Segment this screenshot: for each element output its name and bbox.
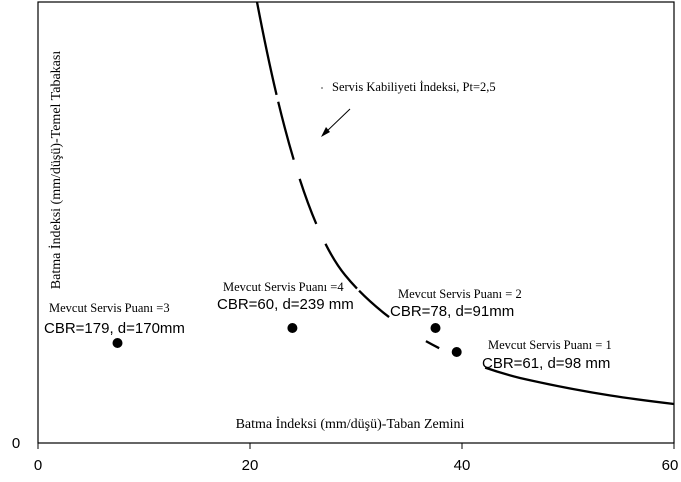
- point-3-label-b: CBR=78, d=91mm: [390, 303, 514, 320]
- point-1-label-a: Mevcut Servis Puanı =3: [49, 301, 170, 315]
- point-3-label-a: Mevcut Servis Puanı = 2: [398, 287, 522, 301]
- point-2-label-a: Mevcut Servis Puanı =4: [223, 280, 344, 294]
- point-4-label-b: CBR=61, d=98 mm: [482, 355, 610, 372]
- curve-arrow-head: [321, 127, 330, 137]
- curve-label: Servis Kabiliyeti İndeksi, Pt=2,5: [332, 80, 496, 94]
- plot-area-frame: [37, 1, 675, 444]
- annotation-dot: [321, 87, 323, 89]
- x-tick-label-40: 40: [454, 457, 471, 474]
- serviceability-curve: [255, 1, 675, 406]
- x-tick-marks: [37, 443, 675, 449]
- curve-arrow-shaft: [324, 108, 351, 134]
- point-1-label-b: CBR=179, d=170mm: [44, 320, 185, 337]
- point-4: [451, 347, 462, 357]
- x-tick-label-0: 0: [34, 457, 42, 474]
- point-4-label-a: Mevcut Servis Puanı = 1: [488, 338, 612, 352]
- point-3: [430, 323, 441, 333]
- x-tick-label-60: 60: [662, 457, 679, 474]
- point-2: [287, 323, 298, 333]
- y-axis-label: Batma İndeksi (mm/düşü)-Temel Tabakası: [48, 51, 64, 290]
- x-axis-label: Batma İndeksi (mm/düşü)-Taban Zemini: [236, 416, 465, 432]
- point-1: [112, 338, 123, 348]
- point-2-label-b: CBR=60, d=239 mm: [217, 296, 354, 313]
- x-tick-label-20: 20: [242, 457, 259, 474]
- y-tick-label-0: 0: [12, 435, 20, 452]
